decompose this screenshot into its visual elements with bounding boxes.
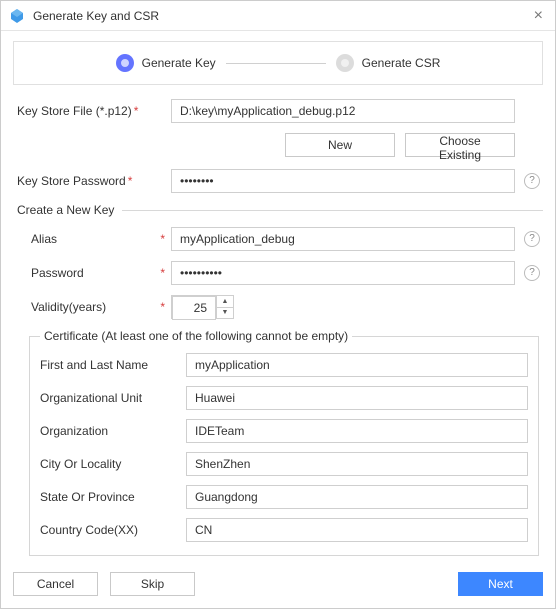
row-country: Country Code(XX)	[40, 518, 528, 542]
dialog-content: Generate Key Generate CSR Key Store File…	[1, 31, 555, 564]
keystore-button-row: New Choose Existing	[13, 133, 543, 157]
next-button[interactable]: Next	[458, 572, 543, 596]
keystore-password-input[interactable]	[171, 169, 515, 193]
label-organization: Organization	[40, 424, 180, 438]
row-alias: Alias * ?	[13, 227, 543, 251]
country-input[interactable]	[186, 518, 528, 542]
label-keystore-file-text: Key Store File (*.p12)	[17, 104, 132, 118]
row-org-unit: Organizational Unit	[40, 386, 528, 410]
required-marker: *	[128, 174, 133, 188]
step1-label: Generate Key	[142, 56, 216, 70]
dialog-footer: Cancel Skip Next	[1, 564, 555, 608]
label-alias: Alias *	[13, 232, 165, 246]
step-indicator: Generate Key Generate CSR	[13, 41, 543, 85]
row-state: State Or Province	[40, 485, 528, 509]
required-marker: *	[160, 300, 165, 314]
help-icon[interactable]: ?	[524, 231, 540, 247]
certificate-fieldset: Certificate (At least one of the followi…	[29, 329, 539, 556]
close-icon[interactable]: ×	[530, 7, 547, 25]
choose-existing-button[interactable]: Choose Existing	[405, 133, 515, 157]
label-validity: Validity(years) *	[13, 300, 165, 314]
label-keystore-password-text: Key Store Password	[17, 174, 126, 188]
label-password: Password *	[13, 266, 165, 280]
step-generate-key: Generate Key	[116, 54, 216, 72]
label-country: Country Code(XX)	[40, 523, 180, 537]
required-marker: *	[134, 104, 139, 118]
heading-create-key-text: Create a New Key	[17, 203, 114, 217]
step2-label: Generate CSR	[362, 56, 441, 70]
titlebar: Generate Key and CSR ×	[1, 1, 555, 31]
row-password: Password * ?	[13, 261, 543, 285]
new-button[interactable]: New	[285, 133, 395, 157]
row-keystore-password: Key Store Password * ?	[13, 169, 543, 193]
label-validity-text: Validity(years)	[31, 300, 106, 314]
row-organization: Organization	[40, 419, 528, 443]
help-icon[interactable]: ?	[524, 265, 540, 281]
app-logo-icon	[9, 8, 25, 24]
validity-stepper[interactable]: ▲ ▼	[171, 295, 234, 319]
skip-button[interactable]: Skip	[110, 572, 195, 596]
label-keystore-password: Key Store Password *	[13, 174, 165, 188]
row-city: City Or Locality	[40, 452, 528, 476]
stepper-down-icon[interactable]: ▼	[217, 308, 233, 319]
help-icon[interactable]: ?	[524, 173, 540, 189]
cancel-button[interactable]: Cancel	[13, 572, 98, 596]
first-last-input[interactable]	[186, 353, 528, 377]
dialog-window: Generate Key and CSR × Generate Key Gene…	[0, 0, 556, 609]
label-org-unit: Organizational Unit	[40, 391, 180, 405]
step-connector	[226, 63, 326, 64]
step-generate-csr: Generate CSR	[336, 54, 441, 72]
heading-divider	[122, 210, 543, 211]
label-state: State Or Province	[40, 490, 180, 504]
label-password-text: Password	[31, 266, 84, 280]
validity-input[interactable]	[172, 296, 216, 320]
window-title: Generate Key and CSR	[33, 9, 530, 23]
step1-circle-icon	[116, 54, 134, 72]
label-city: City Or Locality	[40, 457, 180, 471]
row-validity: Validity(years) * ▲ ▼	[13, 295, 543, 319]
organization-input[interactable]	[186, 419, 528, 443]
label-first-last: First and Last Name	[40, 358, 180, 372]
state-input[interactable]	[186, 485, 528, 509]
required-marker: *	[160, 232, 165, 246]
org-unit-input[interactable]	[186, 386, 528, 410]
password-input[interactable]	[171, 261, 515, 285]
label-alias-text: Alias	[31, 232, 57, 246]
required-marker: *	[160, 266, 165, 280]
step2-circle-icon	[336, 54, 354, 72]
stepper-up-icon[interactable]: ▲	[217, 296, 233, 308]
certificate-legend: Certificate (At least one of the followi…	[40, 329, 352, 343]
city-input[interactable]	[186, 452, 528, 476]
row-first-last: First and Last Name	[40, 353, 528, 377]
keystore-file-input[interactable]	[171, 99, 515, 123]
heading-create-key: Create a New Key	[17, 203, 543, 217]
alias-input[interactable]	[171, 227, 515, 251]
row-keystore-file: Key Store File (*.p12) *	[13, 99, 543, 123]
label-keystore-file: Key Store File (*.p12) *	[13, 104, 165, 118]
